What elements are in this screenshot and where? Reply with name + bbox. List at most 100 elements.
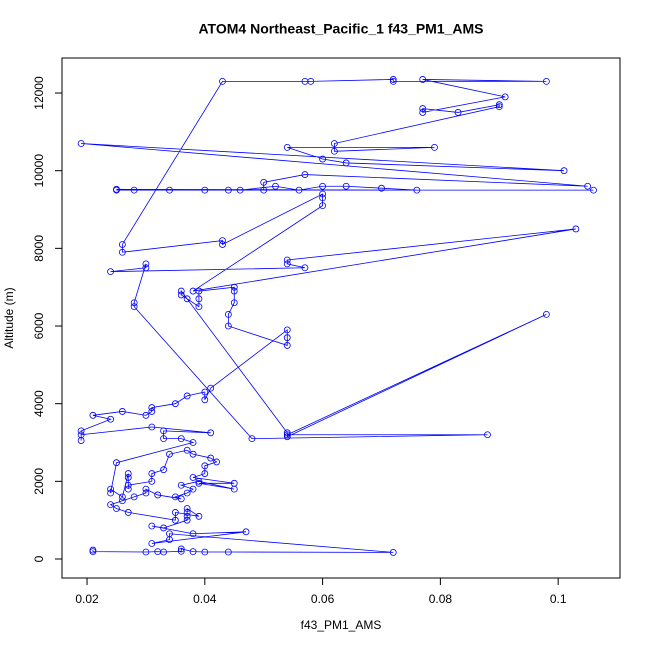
point [77,140,85,147]
point [148,408,156,415]
point [183,489,191,497]
point [195,295,203,303]
y-tick-label: 6000 [32,312,46,339]
point [201,396,209,404]
point [419,76,427,83]
point [230,287,238,295]
point [183,505,191,512]
point [572,225,580,233]
point [142,485,150,493]
point [219,237,226,244]
y-axis-label: Altitude (m) [2,287,16,348]
series-line [80,79,594,553]
point [201,548,209,556]
point [495,101,503,109]
point [431,143,438,151]
point [495,103,503,111]
point [160,435,167,443]
point [301,171,309,178]
point [148,540,156,547]
point [189,485,197,493]
point [230,479,238,487]
point [195,477,203,485]
point [189,450,197,458]
point [230,299,238,307]
point [378,184,385,192]
point [124,509,132,516]
point [142,264,150,272]
point [183,295,191,303]
point [142,260,150,268]
point [260,178,268,186]
point [219,77,226,85]
point [542,310,550,318]
point [107,485,114,493]
point [319,194,326,202]
y-tick-label: 10000 [32,154,46,188]
y-tick-label: 8000 [32,235,46,262]
point [207,429,215,437]
y-tick-label: 2000 [32,468,46,495]
point [124,485,132,493]
point [177,435,185,443]
point [177,495,185,503]
point [118,497,126,505]
x-tick-label: 0.04 [193,592,217,606]
point [107,415,114,423]
point [160,466,167,474]
x-tick-label: 0.02 [75,592,99,606]
x-tick-label: 0.06 [311,592,335,606]
point [584,182,592,190]
point [148,404,156,411]
point [171,516,179,524]
point [118,408,126,415]
point [189,548,197,556]
point [124,474,132,481]
point [189,439,197,446]
point [171,400,179,408]
point [113,459,120,467]
point [201,388,209,396]
point [166,450,173,458]
point [560,167,568,175]
point [189,287,197,295]
point [183,446,191,454]
point [272,182,279,190]
point [107,489,114,497]
point [77,437,85,444]
point [142,548,150,556]
y-tick-label: 12000 [32,76,46,110]
point [295,186,303,194]
point [142,489,150,497]
point [342,182,350,190]
point [484,431,491,439]
chart-title: ATOM4 Northeast_Pacific_1 f43_PM1_AMS [198,21,483,37]
point [283,326,291,334]
point [130,303,138,311]
point [590,186,597,194]
point [177,545,185,553]
point [177,287,185,295]
x-axis-label: f43_PM1_AMS [301,618,382,632]
point [389,77,397,85]
point [242,528,250,536]
point [171,493,179,501]
point [283,143,291,151]
point [342,159,350,167]
point [201,462,209,470]
point [189,530,197,538]
point [130,299,138,307]
point [118,241,126,248]
point [224,186,232,194]
point [283,431,291,439]
point [124,470,132,477]
point [89,548,97,556]
point [207,454,215,462]
point [177,291,185,299]
point [330,147,338,155]
point [166,186,173,194]
point [501,93,509,101]
x-tick-label: 0.08 [429,592,453,606]
point [160,524,167,532]
point [413,186,421,194]
